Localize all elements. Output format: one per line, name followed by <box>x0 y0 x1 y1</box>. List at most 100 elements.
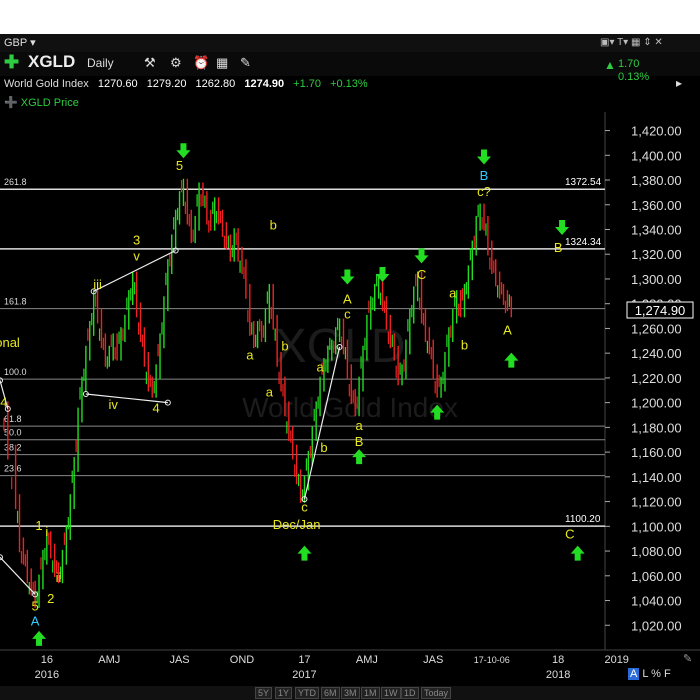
wave-label: a <box>266 384 274 399</box>
x-tick-label: AMJ <box>98 654 120 666</box>
y-tick-label: 1,160.00 <box>631 445 682 460</box>
hline-value-label: 1100.20 <box>565 514 601 525</box>
wave-label: v <box>133 248 140 263</box>
price-chart[interactable]: 1,020.00 1,040.00 1,060.00 1,080.00 1,100.00… <box>0 112 700 686</box>
timeframe-1w[interactable]: 1W <box>381 687 401 699</box>
wave-label: B <box>480 168 489 183</box>
y-tick-label: 1,360.00 <box>631 198 682 213</box>
auto-scale-button[interactable]: A <box>628 668 640 680</box>
scale-options-label: L % F <box>642 668 671 680</box>
y-tick-label: 1,120.00 <box>631 495 682 510</box>
timeframe-3m[interactable]: 3M <box>341 687 360 699</box>
grid-icon[interactable]: ▦ <box>631 37 641 48</box>
x-tick-label: 16 <box>41 654 53 666</box>
chart-title: XGLD (World Gold Index) <box>4 2 141 16</box>
wave-label: A <box>31 613 40 628</box>
wave-label: a <box>316 360 324 375</box>
drawing-tool-icon[interactable]: ✎ <box>683 653 693 665</box>
fib-level-label: 38.2 <box>4 443 22 453</box>
alarm-icon[interactable]: ⏰ <box>193 55 210 70</box>
trend-line-handle[interactable] <box>0 377 3 384</box>
x-tick-label: 2019 <box>604 654 628 666</box>
trend-line-handle[interactable] <box>82 390 89 397</box>
add-icon[interactable]: ✚ <box>4 52 20 72</box>
note-icon[interactable]: ✎ <box>240 55 251 70</box>
fullscreen-icon[interactable]: ⇕ <box>643 37 652 48</box>
wave-label: iv <box>108 397 118 412</box>
wave-label: a <box>355 418 363 433</box>
tools-icon[interactable]: ⚒ <box>144 55 156 70</box>
wave-label: A <box>343 292 352 307</box>
x-tick-label: 18 <box>552 654 564 666</box>
change-summary: 1.70 0.13% <box>618 58 649 84</box>
trend-line-handle[interactable] <box>0 554 3 561</box>
wave-label: b <box>461 337 468 352</box>
last-price-label: 1,274.90 <box>635 303 686 318</box>
wave-label: i <box>45 524 48 539</box>
toolbar-main <box>0 52 700 76</box>
settings-gear-icon[interactable]: ⚙ <box>170 55 182 70</box>
wave-label: c <box>301 499 308 514</box>
y-tick-label: 1,240.00 <box>631 346 682 361</box>
y-tick-label: 1,320.00 <box>631 247 682 262</box>
wave-label: B <box>355 434 364 449</box>
wave-label: 5 <box>32 598 39 613</box>
y-tick-label: 1,420.00 <box>631 124 682 139</box>
settings-icon[interactable]: ▣▾ <box>600 37 615 48</box>
y-tick-label: 1,260.00 <box>631 321 682 336</box>
text-icon[interactable]: T▾ <box>617 37 629 48</box>
close-icon[interactable]: ✕ <box>654 37 663 48</box>
calculator-icon[interactable]: ▦ <box>216 55 229 70</box>
wave-label: 3 <box>133 232 140 247</box>
wave-label: Dec/Jan <box>273 517 321 532</box>
interval-select[interactable]: Daily <box>87 56 114 70</box>
scale-options[interactable]: A L % F <box>628 668 671 680</box>
trend-line-handle[interactable] <box>32 591 39 598</box>
wave-label: b <box>270 217 277 232</box>
toolbar-right-icons[interactable]: ▣▾ T▾ ▦ ⇕ ✕ <box>600 37 663 48</box>
trend-line-handle[interactable] <box>90 288 97 295</box>
up-arrow-icon: ▲ <box>604 58 616 72</box>
x-tick-label: 17 <box>298 654 310 666</box>
arrow-right-icon[interactable]: ▸ <box>676 76 683 90</box>
timeframe-ytd[interactable]: YTD <box>295 687 319 699</box>
wave-label: b <box>320 440 327 455</box>
toolbar-top <box>0 34 700 52</box>
y-tick-label: 1,400.00 <box>631 148 682 163</box>
change-value: 1.70 <box>618 58 640 70</box>
y-tick-label: 1,300.00 <box>631 272 682 287</box>
timeframe-1y[interactable]: 1Y <box>275 687 293 699</box>
trend-line <box>85 393 168 404</box>
timeframe-5y[interactable]: 5Y <box>255 687 273 699</box>
trend-line-handle[interactable] <box>301 496 308 503</box>
chevron-down-icon: ▾ <box>30 37 36 49</box>
wave-label: A <box>503 323 512 338</box>
chart-date: Oct 6 2017 12:00:00 <box>4 18 104 30</box>
arrow-up-icon <box>32 630 47 646</box>
change-percent: 0.13% <box>618 71 650 83</box>
timeframe-6m[interactable]: 6M <box>321 687 340 699</box>
wave-label: 2 <box>47 591 54 606</box>
wave-label: 4 <box>153 401 160 416</box>
trend-line-handle[interactable] <box>4 405 11 412</box>
symbol-input[interactable]: XGLD <box>28 52 76 71</box>
currency-label: GBP <box>4 37 28 49</box>
x-tick-label: 17-10-06 <box>474 655 510 665</box>
watermark-name: World Gold Index <box>242 392 458 423</box>
x-axis-panel <box>0 650 700 686</box>
fib-level-label: 50.0 <box>4 428 22 438</box>
timeframe-1m[interactable]: 1M <box>361 687 380 699</box>
trend-line-handle[interactable] <box>172 247 179 254</box>
trend-line-handle[interactable] <box>336 343 343 350</box>
trend-line-handle[interactable] <box>164 399 171 406</box>
arrow-up-icon <box>352 449 367 465</box>
timeframe-1d[interactable]: 1D <box>401 687 419 699</box>
arrow-up-icon <box>297 545 312 561</box>
currency-select[interactable]: GBP ▾ <box>4 36 36 49</box>
y-tick-label: 1,140.00 <box>631 470 682 485</box>
wave-label: C <box>417 267 426 282</box>
wave-label: 4 <box>0 394 7 409</box>
arrow-up-icon <box>570 545 585 561</box>
timeframe-today[interactable]: Today <box>421 687 452 699</box>
plot-area <box>0 112 605 650</box>
